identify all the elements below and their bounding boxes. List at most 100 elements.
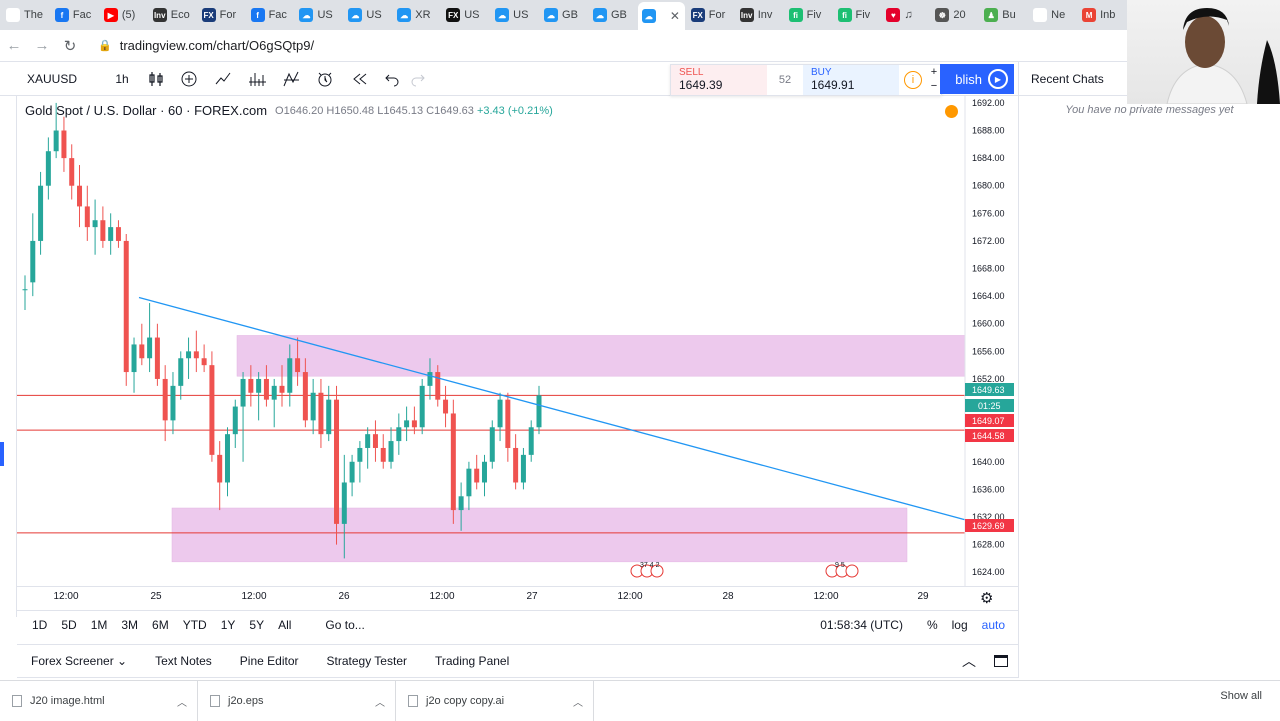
candle-body (53, 130, 59, 152)
browser-tab[interactable]: Ne (1029, 3, 1076, 27)
range-button[interactable]: 6M (152, 617, 169, 632)
browser-tab[interactable]: ▶ (5) (100, 3, 147, 27)
range-button[interactable]: 1M (90, 617, 108, 632)
browser-tab[interactable]: ☁ US (491, 3, 538, 27)
percent-toggle[interactable]: % (926, 617, 938, 632)
browser-tab[interactable]: fi Fiv (834, 3, 881, 27)
sell-button[interactable]: SELL 1649.39 (671, 65, 767, 95)
bottom-tab[interactable]: Text Notes (155, 654, 212, 668)
browser-tab[interactable]: ☁ GB (589, 3, 636, 27)
reload-icon[interactable]: ↻ (63, 37, 77, 55)
candle-body (295, 358, 301, 373)
undo-icon[interactable] (380, 62, 404, 96)
download-item[interactable]: j2o.eps ︿ (198, 680, 396, 721)
browser-tab[interactable]: FX For (198, 3, 245, 27)
download-chevron-icon[interactable]: ︿ (177, 697, 187, 709)
range-button[interactable]: 3M (121, 617, 139, 632)
browser-tab[interactable]: ☁ US (295, 3, 342, 27)
download-item[interactable]: J20 image.html ︿ (0, 680, 198, 721)
bottom-tab[interactable]: Strategy Tester (326, 654, 407, 668)
goto-button[interactable]: Go to... (325, 617, 365, 632)
range-button[interactable]: 5D (61, 617, 77, 632)
maximize-panel-icon[interactable] (994, 655, 1008, 667)
range-button[interactable]: All (278, 617, 292, 632)
symbol-search-button[interactable]: XAUUSD (26, 72, 77, 86)
browser-tab[interactable]: f Fac (247, 3, 294, 27)
file-icon (210, 694, 220, 707)
redo-icon[interactable] (406, 62, 430, 96)
candles-style-icon[interactable] (143, 62, 169, 96)
range-button[interactable]: 1D (32, 617, 48, 632)
download-item[interactable]: j2o copy copy.ai ︿ (396, 680, 594, 721)
download-chevron-icon[interactable]: ︿ (375, 697, 385, 709)
candle-body (240, 378, 246, 407)
browser-tab[interactable]: fi Fiv (785, 3, 832, 27)
browser-tab[interactable]: ♥ ♫ (882, 3, 929, 27)
bottom-tab[interactable]: Trading Panel (434, 654, 510, 668)
browser-tab[interactable]: Inv Inv (736, 3, 783, 27)
browser-tab[interactable]: f Fac (51, 3, 98, 27)
show-all-button[interactable]: Show all (1220, 690, 1262, 702)
range-button[interactable]: YTD (182, 617, 207, 632)
info-icon[interactable]: i (899, 65, 927, 95)
tab-favicon-icon: Inv (152, 8, 167, 22)
economic-event-marker[interactable]: 9 5 (825, 562, 859, 578)
browser-tab[interactable]: FX For (687, 3, 734, 27)
candle-body (263, 378, 269, 400)
bottom-tab[interactable]: Pine Editor (239, 654, 299, 668)
utc-clock[interactable]: 01:58:34 (UTC) (820, 617, 903, 632)
auto-toggle[interactable]: auto (981, 617, 1005, 632)
price-tick-label: 1684.00 (972, 153, 1005, 163)
price-chart[interactable]: 1692.00 1688.00 1684.00 1680.00 1676.00 1672.… (17, 96, 1018, 586)
publish-button[interactable]: blish ▶ (940, 64, 1014, 94)
download-filename: j2o copy copy.ai (426, 694, 505, 707)
time-axis[interactable]: ⚙ 12:00 25 12:00 26 12:00 27 12:00 28 12:00 29 (17, 586, 1018, 608)
download-chevron-icon[interactable]: ︿ (573, 697, 583, 709)
browser-tab[interactable]: M Inb (1078, 3, 1125, 27)
candle-body (22, 289, 28, 291)
event-count-label: 37 4 2 (640, 562, 660, 569)
settings-gear-icon[interactable]: ⚙ (980, 590, 994, 607)
browser-tab[interactable]: ☁ US (344, 3, 391, 27)
replay-icon[interactable] (347, 62, 373, 96)
economic-event-marker[interactable]: 37 4 2 (630, 562, 664, 578)
log-toggle[interactable]: log (951, 617, 968, 632)
buy-button[interactable]: BUY 1649.91 (803, 65, 899, 95)
browser-tab[interactable]: The (2, 3, 49, 27)
lock-icon[interactable]: 🔒 (98, 40, 112, 52)
spread-value: 52 (778, 74, 792, 86)
browser-tab[interactable]: ☁ XR (393, 3, 440, 27)
browser-tab[interactable]: ☁ GB (540, 3, 587, 27)
templates-icon[interactable] (278, 62, 304, 96)
range-button[interactable]: 1Y (220, 617, 236, 632)
browser-tab[interactable]: FX US (442, 3, 489, 27)
range-button[interactable]: 5Y (249, 617, 265, 632)
candle-body (131, 344, 137, 373)
candle-body (466, 468, 472, 497)
orange-alert-dot-icon[interactable] (945, 105, 958, 118)
browser-tab[interactable]: ☁ ✕ (637, 2, 685, 30)
symbol-title[interactable]: Gold Spot / U.S. Dollar · 60 · FOREX.com (25, 103, 268, 118)
tab-label: 20 (953, 9, 966, 21)
browser-tab[interactable]: Inv Eco (149, 3, 196, 27)
play-icon[interactable]: ▶ (988, 69, 1008, 89)
alert-clock-icon[interactable] (312, 62, 338, 96)
browser-tab[interactable]: ☸ 20 (931, 3, 978, 27)
financials-icon[interactable] (244, 62, 270, 96)
candle-body (147, 337, 153, 359)
chart-area[interactable]: 1692.00 1688.00 1684.00 1680.00 1676.00 1672.… (17, 96, 1018, 608)
browser-tab[interactable]: ♟ Bu (980, 3, 1027, 27)
back-arrow-icon[interactable]: ← (6, 37, 22, 54)
close-tab-icon[interactable]: ✕ (669, 9, 680, 23)
candle-body (310, 392, 316, 421)
forward-arrow-icon[interactable]: → (34, 37, 50, 54)
collapse-chevron-icon[interactable]: ︿ (962, 653, 976, 669)
plus-minus-controls[interactable]: + − (930, 66, 938, 92)
time-tick-label: 25 (150, 591, 162, 602)
bottom-tab[interactable]: Forex Screener ⌄ (31, 654, 128, 668)
indicators-icon[interactable] (210, 62, 236, 96)
candle-body (170, 385, 176, 421)
url-text[interactable]: tradingview.com/chart/O6gSQtp9/ (119, 38, 315, 53)
interval-button[interactable]: 1h (115, 72, 129, 86)
compare-plus-icon[interactable] (176, 62, 202, 96)
